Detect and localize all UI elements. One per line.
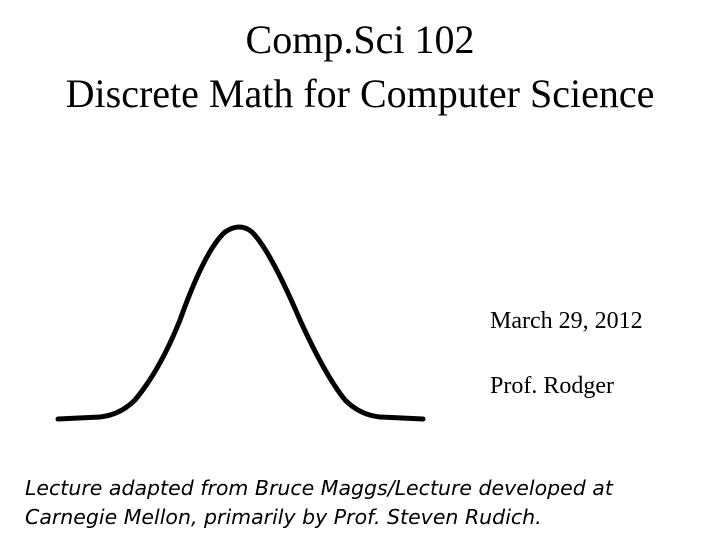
footer-line: Lecture adapted from Bruce Maggs/Lecture… bbox=[25, 476, 613, 500]
curve bbox=[55, 224, 426, 422]
author: Prof. Rodger bbox=[490, 373, 614, 399]
title-line: Comp.Sci 102 bbox=[245, 17, 475, 62]
date: March 29, 2012 bbox=[490, 308, 643, 334]
footer-line: Carnegie Mellon, primarily by Prof. Stev… bbox=[25, 505, 542, 529]
title-line: Discrete Math for Computer Science bbox=[65, 71, 655, 116]
